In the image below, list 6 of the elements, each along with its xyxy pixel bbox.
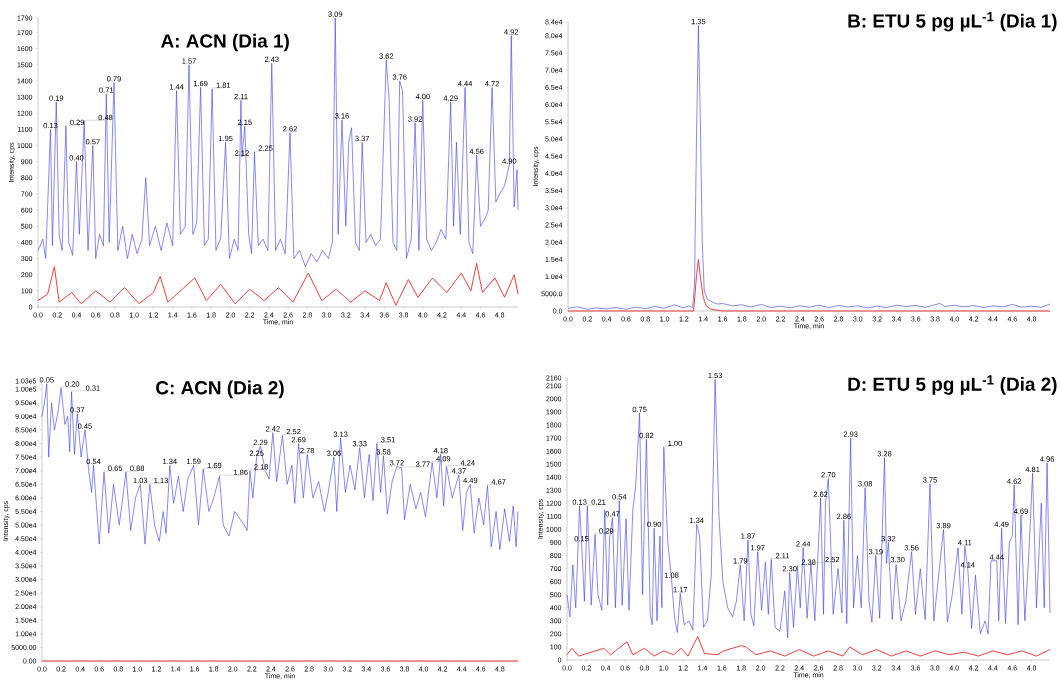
text: A: ACN (Dia 1) — [160, 33, 289, 52]
chart-title: B: ETU 5 pg µL$^{-1}$ (Dia 1) — [848, 12, 1057, 32]
chart-title: C: ACN (Dia 2) — [156, 380, 284, 399]
line-series — [37, 17, 519, 267]
chart-title: D: ETU 5 pg µL$^{-1}$ (Dia 2) — [848, 375, 1057, 395]
line-series — [566, 636, 1051, 657]
